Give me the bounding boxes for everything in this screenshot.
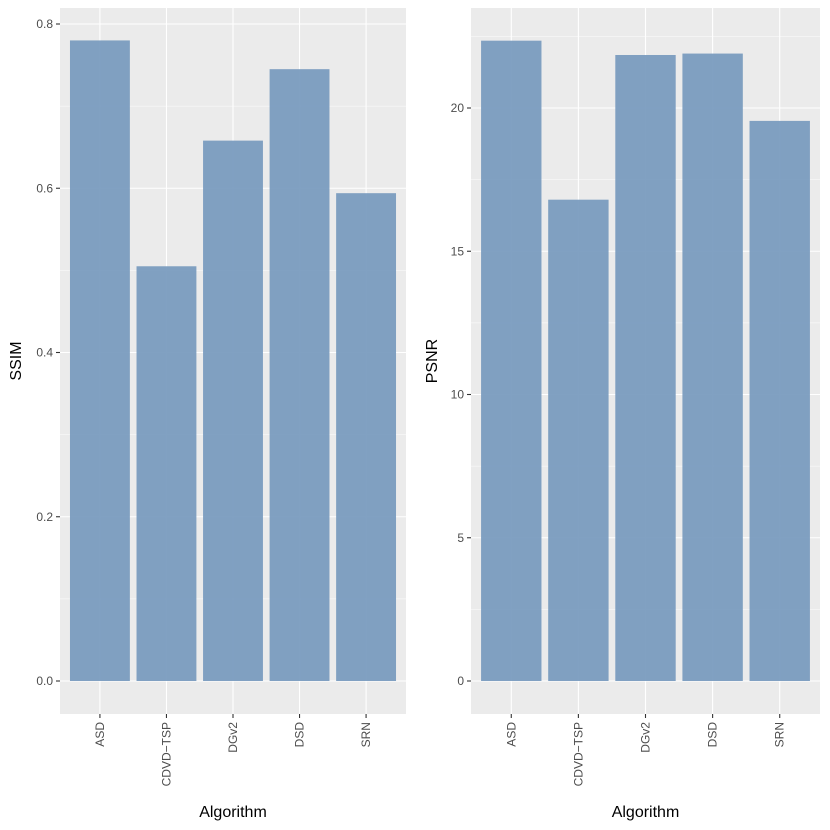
ssim-y-tick-label: 0.4 bbox=[36, 346, 53, 360]
psnr-bar-2 bbox=[615, 54, 676, 682]
psnr-y-tick-label: 10 bbox=[451, 388, 465, 402]
psnr-y-tick-label: 5 bbox=[457, 531, 464, 545]
psnr-y-tick-label: 0 bbox=[457, 674, 464, 688]
psnr-x-tick-label: DSD bbox=[706, 722, 720, 748]
psnr-x-tick-label: SRN bbox=[773, 722, 787, 747]
psnr-x-tick-label: DGv2 bbox=[639, 722, 653, 753]
psnr-y-tick-label: 20 bbox=[451, 101, 465, 115]
psnr-panel: 0 5 10 15 20 ASD CDVD−TSP DGv2 DSD SRN Algorithm PS… bbox=[424, 8, 820, 821]
ssim-y-tick-label: 0.0 bbox=[36, 674, 53, 688]
psnr-x-tick-label: ASD bbox=[504, 722, 518, 747]
ssim-x-tick-label: DSD bbox=[293, 722, 307, 748]
ssim-y-tick-label: 0.8 bbox=[36, 17, 53, 31]
ssim-x-tick-label: SRN bbox=[359, 722, 373, 747]
psnr-y-tick-label: 15 bbox=[451, 244, 465, 258]
psnr-bar-4 bbox=[749, 120, 810, 681]
ssim-bar-0 bbox=[69, 40, 130, 682]
ssim-y-axis-title: SSIM bbox=[8, 341, 25, 380]
ssim-x-tick-label: CDVD−TSP bbox=[159, 722, 173, 786]
psnr-x-tick-label: CDVD−TSP bbox=[571, 722, 585, 786]
ssim-x-tick-label: DGv2 bbox=[226, 722, 240, 753]
psnr-x-axis-title: Algorithm bbox=[612, 804, 680, 821]
ssim-x-tick-label: ASD bbox=[93, 722, 107, 747]
ssim-bar-1 bbox=[136, 266, 197, 681]
ssim-x-axis-title: Algorithm bbox=[199, 804, 267, 821]
psnr-y-axis-title: PSNR bbox=[424, 339, 441, 383]
ssim-panel: 0.0 0.2 0.4 0.6 0.8 ASD CDVD−TSP DGv2 DSD SRN Algo… bbox=[8, 8, 406, 821]
psnr-bar-1 bbox=[548, 199, 609, 681]
ssim-y-tick-label: 0.6 bbox=[36, 181, 53, 195]
ssim-bar-4 bbox=[336, 193, 397, 682]
ssim-bar-2 bbox=[203, 140, 263, 681]
ssim-bar-3 bbox=[269, 69, 330, 681]
psnr-bar-0 bbox=[481, 40, 542, 682]
psnr-bar-3 bbox=[682, 53, 743, 681]
ssim-y-tick-label: 0.2 bbox=[36, 510, 53, 524]
